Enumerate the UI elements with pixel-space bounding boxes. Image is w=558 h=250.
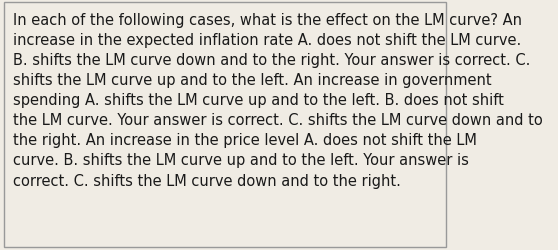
- FancyBboxPatch shape: [4, 3, 446, 247]
- Text: In each of the following cases, what is the effect on the LM curve? An
increase : In each of the following cases, what is …: [13, 13, 543, 188]
